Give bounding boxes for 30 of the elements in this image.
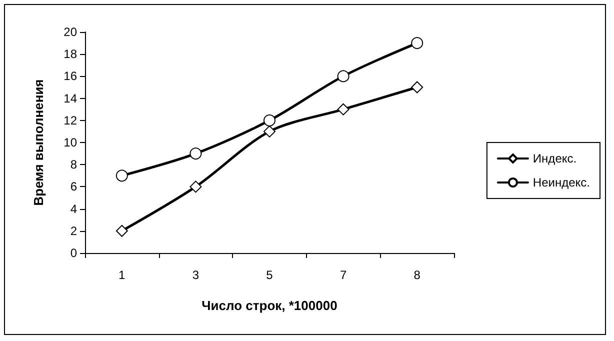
x-tick-label: 8 [414, 268, 421, 282]
x-tick-label: 1 [118, 268, 126, 282]
y-tick-label: 14 [64, 91, 78, 106]
x-tick-label: 7 [340, 268, 347, 282]
y-tick-label: 16 [64, 69, 78, 84]
point [190, 148, 202, 160]
point [264, 125, 276, 138]
y-tick-label: 8 [70, 158, 78, 172]
point [190, 180, 202, 193]
y-tick-label: 6 [70, 180, 78, 194]
point [116, 170, 128, 182]
legend-label: Неиндекс. [532, 176, 590, 190]
y-axis-title: Время выполнения [31, 79, 46, 206]
x-tick-label: 5 [266, 268, 274, 282]
point [411, 81, 424, 94]
point [337, 70, 350, 82]
point [264, 114, 276, 126]
x-tick-label: 3 [192, 268, 200, 282]
point [337, 103, 350, 116]
legend-label: Индекс. [532, 152, 577, 166]
y-tick-label: 10 [64, 136, 78, 150]
y-tick-label: 4 [70, 202, 78, 216]
y-tick-label: 18 [64, 47, 78, 62]
y-tick-label: 2 [70, 224, 78, 238]
x-axis-title: Число строк, *100000 [202, 298, 338, 313]
point [116, 224, 128, 237]
y-tick-label: 0 [70, 246, 78, 260]
point [411, 37, 424, 50]
y-tick-label: 12 [64, 113, 78, 128]
y-tick-label: 20 [64, 25, 78, 39]
